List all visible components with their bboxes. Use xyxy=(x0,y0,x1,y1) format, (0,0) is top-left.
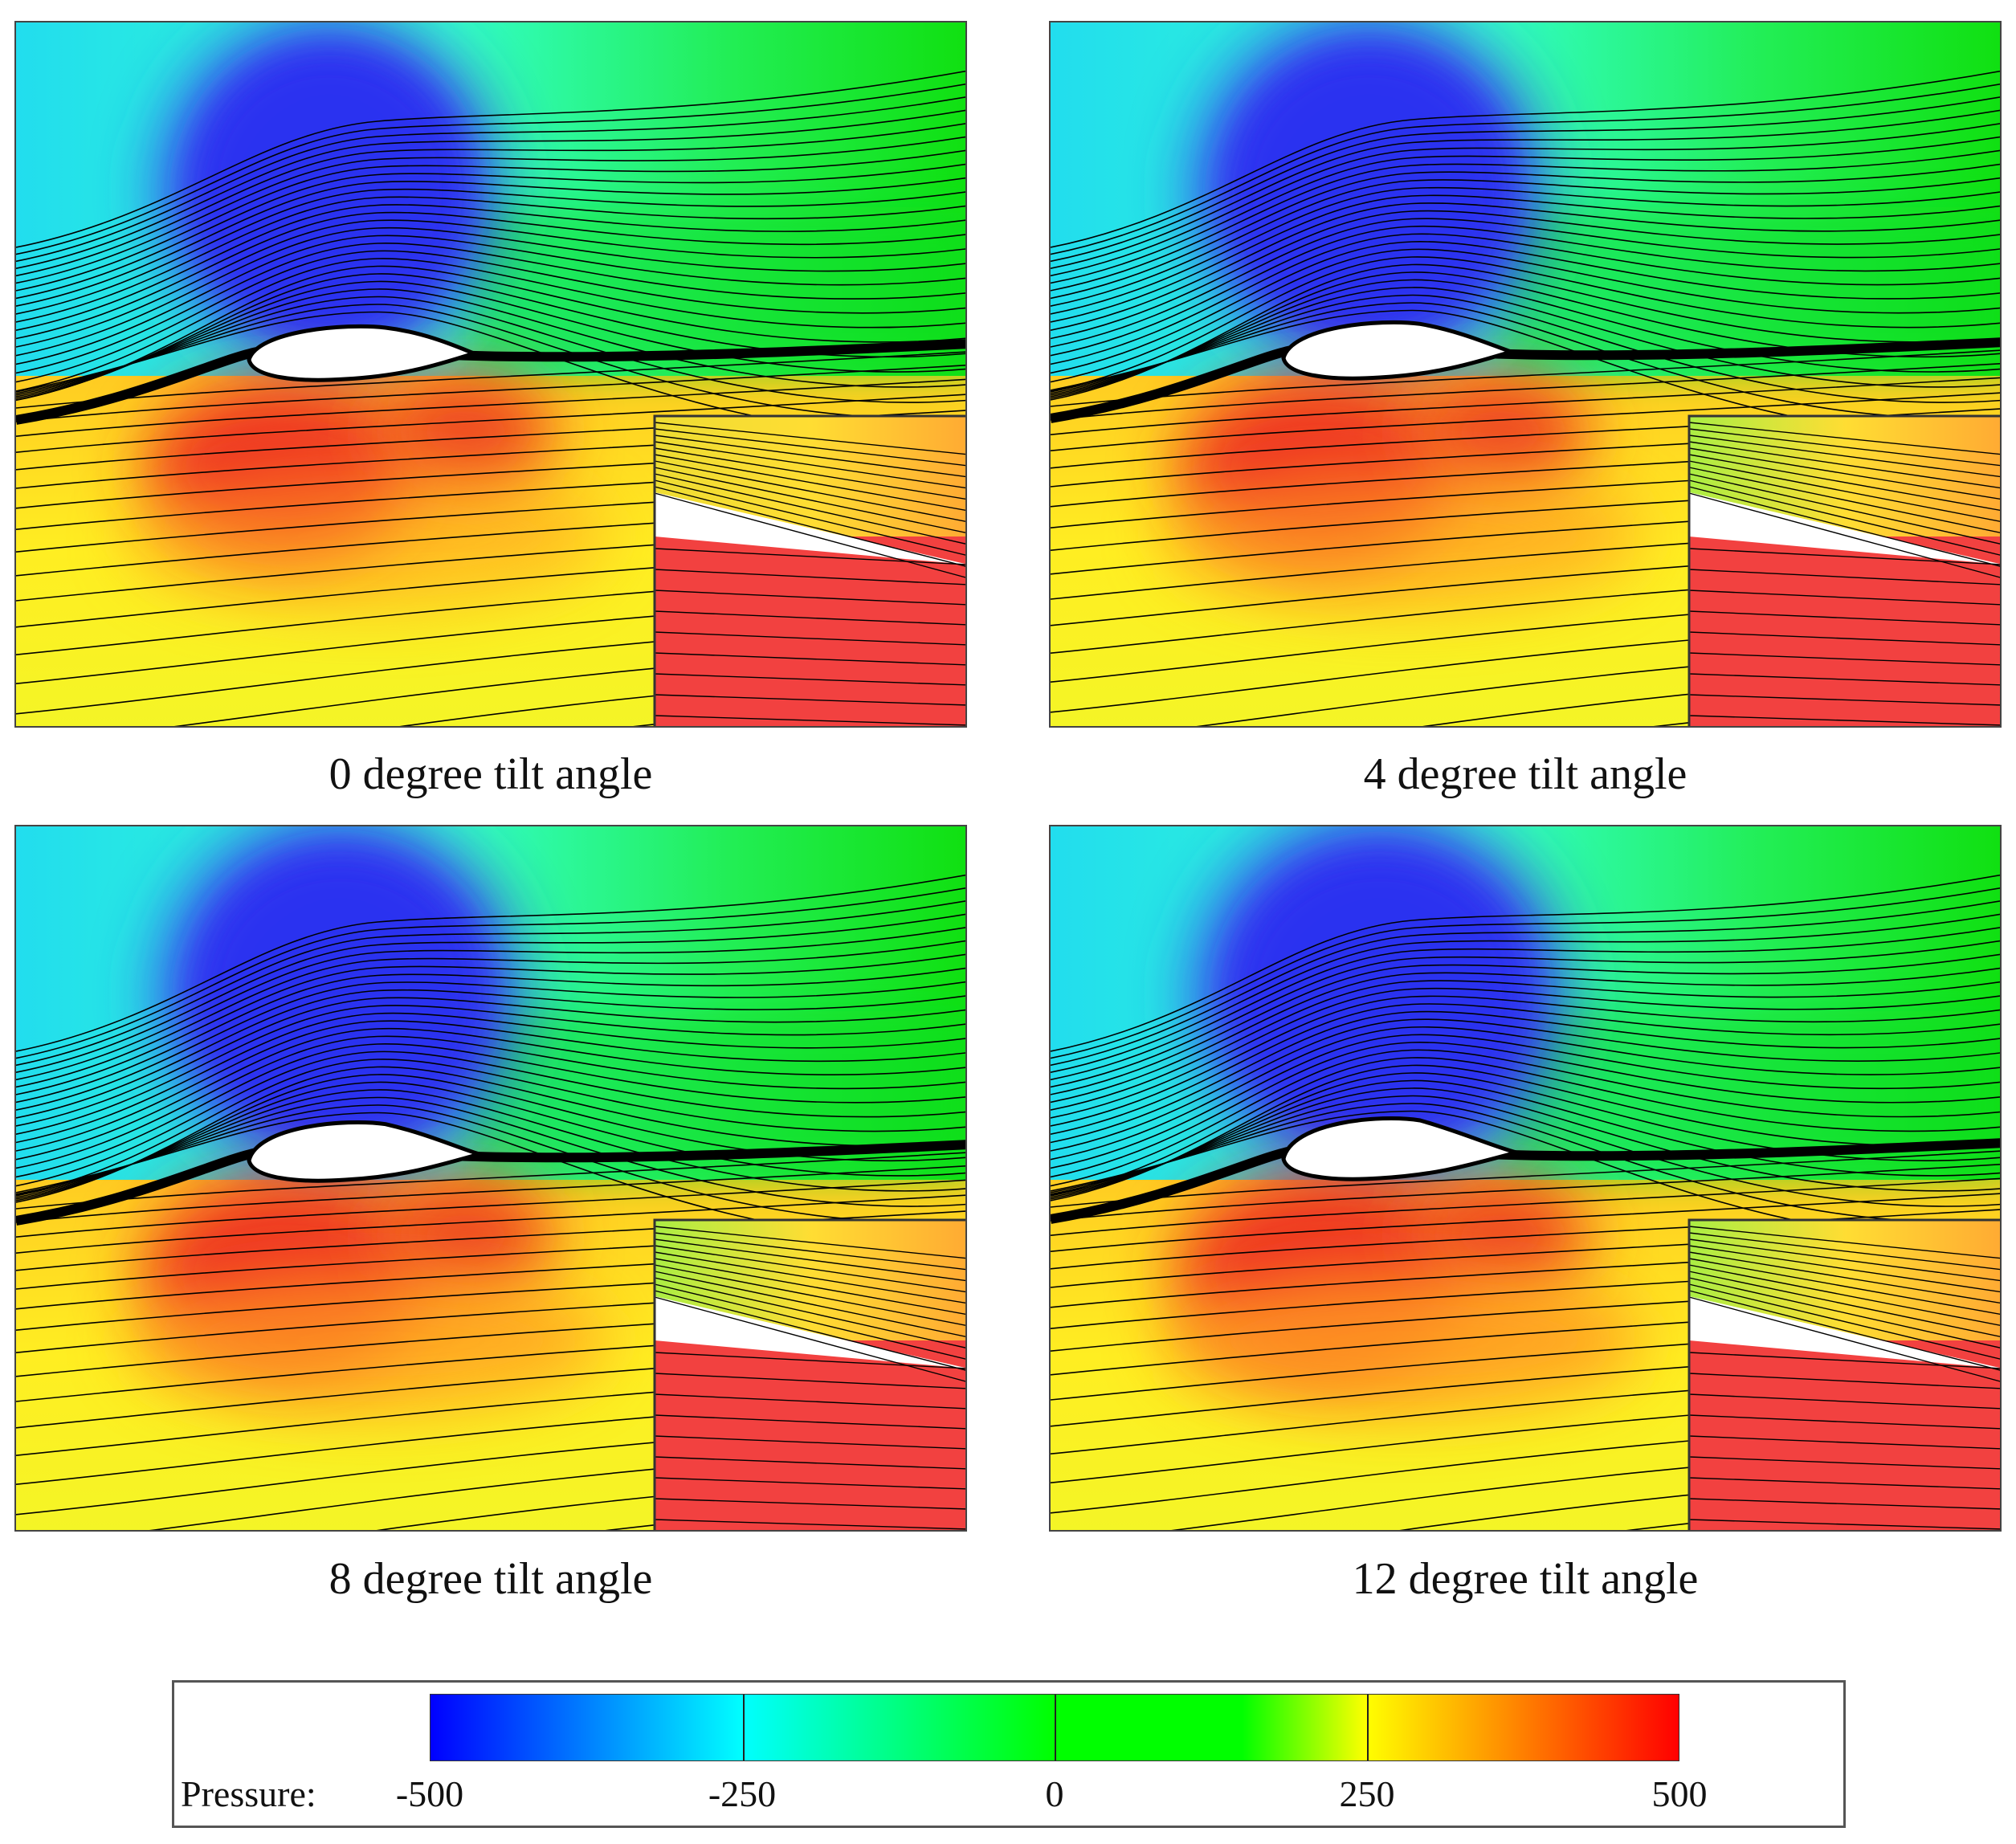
legend-tick-mark xyxy=(1055,1695,1056,1760)
airfoil-shape xyxy=(247,1120,487,1183)
trailing-edge-inset xyxy=(1687,1218,2000,1530)
legend-color-bar xyxy=(430,1694,1679,1761)
pressure-contour-panel-8deg xyxy=(14,825,967,1532)
contour-plot xyxy=(16,826,965,1530)
legend-title: Pressure: xyxy=(181,1773,316,1814)
panel-caption-4deg: 4 degree tilt angle xyxy=(1363,749,1687,799)
panel-caption-8deg: 8 degree tilt angle xyxy=(329,1554,653,1604)
legend-tick-label: 500 xyxy=(1651,1773,1708,1814)
trailing-edge-inset xyxy=(653,414,965,726)
contour-plot xyxy=(1051,826,2000,1530)
contour-plot xyxy=(16,22,965,726)
legend-tick-label: -250 xyxy=(708,1773,777,1814)
trailing-edge-inset xyxy=(1687,414,2000,726)
airfoil-shape xyxy=(1281,1116,1524,1181)
pressure-contour-panel-12deg xyxy=(1049,825,2002,1532)
panel-caption-0deg: 0 degree tilt angle xyxy=(329,749,653,799)
contour-plot xyxy=(1051,22,2000,726)
airfoil-shape xyxy=(247,324,480,382)
legend-tick-label: -500 xyxy=(395,1773,464,1814)
panel-caption-12deg: 12 degree tilt angle xyxy=(1352,1554,1699,1604)
pressure-contour-panel-4deg xyxy=(1049,21,2002,728)
airfoil-shape xyxy=(1281,320,1518,381)
pressure-color-legend: Pressure: -500 -250 0 250 500 xyxy=(172,1680,1846,1828)
trailing-edge-inset xyxy=(653,1218,965,1530)
legend-tick-label: 250 xyxy=(1339,1773,1395,1814)
legend-tick-label: 0 xyxy=(1045,1773,1064,1814)
legend-tick-mark xyxy=(742,1695,745,1760)
pressure-contour-panel-0deg xyxy=(14,21,967,728)
legend-tick-mark xyxy=(1366,1695,1369,1760)
